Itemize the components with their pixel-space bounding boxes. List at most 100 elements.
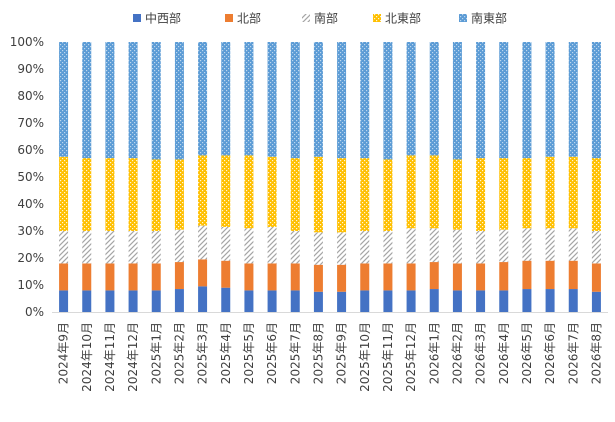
x-tick-label: 2024年12月 xyxy=(126,322,140,392)
bar-segment xyxy=(174,262,184,290)
x-tick-label: 2025年11月 xyxy=(381,322,395,392)
bar-segment xyxy=(313,291,323,312)
bar-segment xyxy=(59,231,69,264)
bar-segment xyxy=(568,260,578,290)
x-tick-label: 2026年1月 xyxy=(427,322,441,384)
bar-segment xyxy=(244,290,254,312)
bar-segment xyxy=(383,159,393,231)
bar-segment xyxy=(244,263,254,291)
bar-segment xyxy=(406,155,416,229)
bar-segment xyxy=(429,42,439,156)
bar-segment xyxy=(174,229,184,263)
bar-segment xyxy=(82,158,92,231)
x-tick-label: 2024年11月 xyxy=(103,322,117,392)
bar-segment xyxy=(545,156,555,229)
bar-segment xyxy=(383,231,393,264)
legend-item: 北東部 xyxy=(373,11,421,26)
x-tick-label: 2025年9月 xyxy=(335,322,349,384)
bar-segment xyxy=(499,262,509,291)
legend-swatch xyxy=(133,14,141,22)
bar-segment xyxy=(568,289,578,312)
bar-segment xyxy=(476,263,486,291)
bar-segment xyxy=(337,232,347,265)
bar-segment xyxy=(568,156,578,229)
legend-label: 北部 xyxy=(237,11,261,26)
bar-segment xyxy=(337,291,347,312)
bar-segment xyxy=(313,264,323,292)
bar-segment xyxy=(82,231,92,264)
y-tick-label: 80% xyxy=(17,89,44,103)
bar-segment xyxy=(383,263,393,291)
x-tick-label: 2026年6月 xyxy=(543,322,557,384)
bar-segment xyxy=(545,228,555,261)
bar-segment xyxy=(198,286,208,312)
legend-label: 北東部 xyxy=(385,11,421,26)
bar-segment xyxy=(337,264,347,292)
y-tick-label: 60% xyxy=(17,143,44,157)
bar-segment xyxy=(128,42,138,159)
legend-swatch xyxy=(302,14,310,22)
bar-segment xyxy=(429,155,439,229)
legend-swatch xyxy=(459,14,467,22)
y-tick-label: 90% xyxy=(17,62,44,76)
bar-segment xyxy=(452,229,462,264)
bar-segment xyxy=(82,42,92,159)
bar-segment xyxy=(522,289,532,312)
bar-segment xyxy=(221,155,231,227)
bar-segment xyxy=(151,290,161,312)
bar-segment xyxy=(429,289,439,312)
x-tick-label: 2026年5月 xyxy=(520,322,534,384)
bar-segment xyxy=(105,158,115,231)
x-tick-label: 2025年4月 xyxy=(219,322,233,384)
bar-segment xyxy=(128,158,138,231)
bar-segment xyxy=(522,42,532,159)
bar-segment xyxy=(406,228,416,264)
bar-segment xyxy=(290,158,300,231)
bar-segment xyxy=(591,263,601,292)
bar-segment xyxy=(267,290,277,312)
bar-segment xyxy=(174,159,184,230)
bar-segment xyxy=(522,260,532,290)
y-tick-label: 50% xyxy=(17,170,44,184)
bar-segment xyxy=(174,42,184,160)
bar-segment xyxy=(198,225,208,260)
bar-segment xyxy=(313,42,323,157)
bar-segment xyxy=(244,42,254,156)
bar-segment xyxy=(406,42,416,156)
bar-segment xyxy=(82,263,92,291)
x-tick-label: 2025年10月 xyxy=(358,322,372,392)
bar-segment xyxy=(174,289,184,312)
bar-segment xyxy=(59,156,69,231)
legend-item: 北部 xyxy=(225,11,261,26)
bar-segment xyxy=(290,42,300,159)
bar-segment xyxy=(59,263,69,291)
bar-segment xyxy=(499,229,509,263)
bar-segment xyxy=(221,226,231,261)
bar-segment xyxy=(151,263,161,291)
bar-segment xyxy=(337,158,347,233)
bar-segment xyxy=(267,226,277,264)
x-tick-label: 2026年8月 xyxy=(589,322,603,384)
x-tick-label: 2025年12月 xyxy=(404,322,418,392)
bar-segment xyxy=(452,263,462,291)
x-tick-label: 2025年8月 xyxy=(311,322,325,384)
bar-segment xyxy=(499,290,509,312)
legend-item: 中西部 xyxy=(133,11,181,26)
x-tick-label: 2026年7月 xyxy=(566,322,580,384)
bar-segment xyxy=(499,42,509,159)
bar-segment xyxy=(452,290,462,312)
x-tick-label: 2026年3月 xyxy=(474,322,488,384)
x-tick-label: 2025年1月 xyxy=(149,322,163,384)
bar-segment xyxy=(128,263,138,291)
bar-segment xyxy=(452,159,462,230)
bar-segment xyxy=(383,42,393,160)
bar-segment xyxy=(151,231,161,264)
y-tick-label: 10% xyxy=(17,278,44,292)
bar-segment xyxy=(476,231,486,264)
bar-segment xyxy=(290,263,300,291)
legend-swatch xyxy=(225,14,233,22)
x-axis: 2024年9月 2024年10月 2024年11月 2024年12月 2025年1月 20… xyxy=(57,322,604,392)
x-tick-label: 2025年5月 xyxy=(242,322,256,384)
y-tick-label: 70% xyxy=(17,116,44,130)
